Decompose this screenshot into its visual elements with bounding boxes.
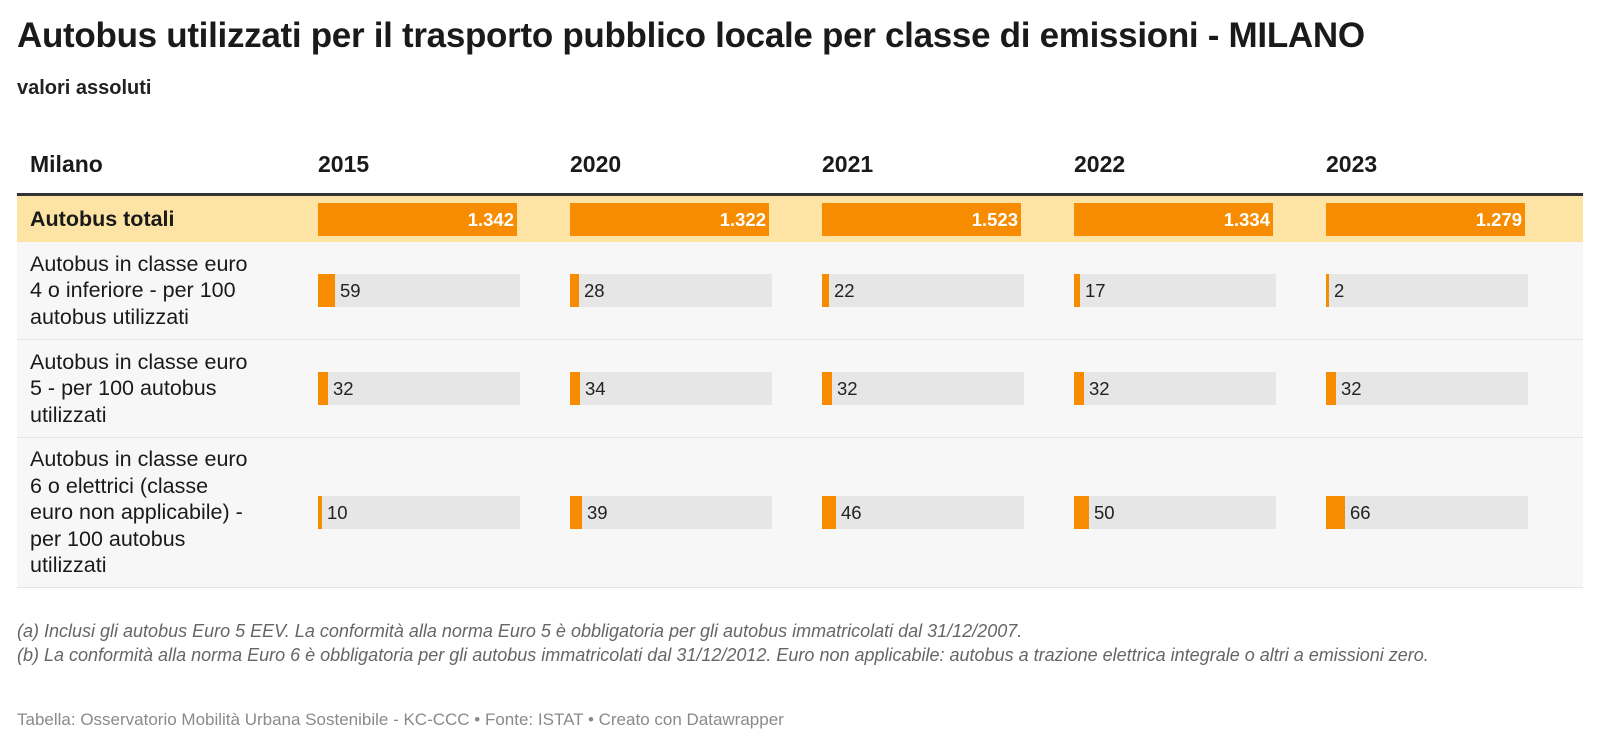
bar-cell-euro4-2015: 59 — [318, 274, 520, 307]
bar-track — [1074, 274, 1276, 307]
bar-cell-euro6-2022: 50 — [1074, 496, 1276, 529]
bar-fill — [318, 203, 517, 236]
bar-cell-euro5-2021: 32 — [822, 372, 1024, 405]
value-label: 39 — [587, 502, 608, 523]
footnote-b: (b) La conformità alla norma Euro 6 è ob… — [17, 645, 1429, 665]
bar-fill — [1326, 372, 1336, 405]
bar-track — [570, 274, 772, 307]
table-body: Autobus totali 1.342 1.322 1.523 1.334 1.279 A… — [17, 196, 1583, 588]
header-label-milano[interactable]: Milano — [30, 151, 103, 177]
row-label: Autobus in classe euro 6 o elettrici (cla… — [30, 447, 248, 578]
header-year-2021[interactable]: 2021 — [822, 151, 874, 177]
bar-cell-euro4-2022: 17 — [1074, 274, 1276, 307]
value-label: 2 — [1334, 280, 1345, 301]
value-label: 1.279 — [1475, 209, 1522, 230]
table-header: Milano 2015 2020 2021 2022 2023 — [17, 143, 1583, 196]
bar-fill — [570, 203, 769, 236]
value-label: 34 — [585, 378, 606, 399]
bar-fill — [570, 496, 582, 529]
value-label: 32 — [333, 378, 354, 399]
bar-cell-totali-2021: 1.523 — [822, 203, 1024, 236]
data-table: Milano 2015 2020 2021 2022 2023 Autobus … — [17, 143, 1583, 588]
bar-track — [822, 496, 1024, 529]
bar-track — [570, 496, 772, 529]
value-label: 50 — [1094, 502, 1115, 523]
chart-title: Autobus utilizzati per il trasporto pubb… — [17, 16, 1365, 55]
bar-track — [1074, 496, 1276, 529]
table-row: Autobus in classe euro 4 o inferiore - pe… — [17, 242, 1583, 340]
bar-cell-euro5-2020: 34 — [570, 372, 772, 405]
bar-cell-euro5-2023: 32 — [1326, 372, 1528, 405]
bar-cell-euro5-2022: 32 — [1074, 372, 1276, 405]
bar-fill — [822, 496, 836, 529]
bar-fill — [318, 372, 328, 405]
bar-track — [318, 496, 520, 529]
value-label: 32 — [1089, 378, 1110, 399]
bar-track — [1074, 372, 1276, 405]
value-label: 1.342 — [467, 209, 514, 230]
bar-fill — [822, 274, 829, 307]
bar-fill — [570, 372, 580, 405]
value-label: 66 — [1350, 502, 1371, 523]
bar-cell-totali-2022: 1.334 — [1074, 203, 1276, 236]
row-label: Autobus in classe euro 5 - per 100 autobu… — [30, 349, 248, 427]
value-label: 1.334 — [1223, 209, 1270, 230]
row-label: Autobus totali — [30, 206, 175, 231]
bar-fill — [1074, 372, 1084, 405]
bar-fill — [318, 496, 322, 529]
bar-track — [1326, 496, 1528, 529]
value-label: 10 — [327, 502, 348, 523]
bar-fill — [318, 274, 335, 307]
bar-cell-euro6-2021: 46 — [822, 496, 1024, 529]
value-label: 46 — [841, 502, 862, 523]
header-year-2023[interactable]: 2023 — [1326, 151, 1378, 177]
bar-track — [1326, 372, 1528, 405]
bar-fill — [1326, 203, 1525, 236]
bar-fill — [822, 203, 1021, 236]
bar-cell-totali-2023: 1.279 — [1326, 203, 1528, 236]
bar-track — [822, 372, 1024, 405]
value-label: 59 — [340, 280, 361, 301]
bar-cell-euro4-2021: 22 — [822, 274, 1024, 307]
bar-cell-totali-2015: 1.342 — [318, 203, 520, 236]
bar-track — [570, 372, 772, 405]
header-year-2020[interactable]: 2020 — [570, 151, 622, 177]
value-label: 28 — [584, 280, 605, 301]
bar-fill — [1074, 203, 1273, 236]
bar-fill — [822, 372, 832, 405]
bar-cell-euro6-2015: 10 — [318, 496, 520, 529]
bar-fill — [1326, 496, 1345, 529]
row-label: Autobus in classe euro 4 o inferiore - pe… — [30, 251, 248, 329]
bar-fill — [1326, 274, 1329, 307]
value-label: 32 — [1341, 378, 1362, 399]
bar-track — [822, 274, 1024, 307]
bar-track — [318, 372, 520, 405]
bar-cell-euro6-2020: 39 — [570, 496, 772, 529]
value-label: 1.322 — [719, 209, 766, 230]
bar-cell-euro5-2015: 32 — [318, 372, 520, 405]
bar-cell-euro4-2020: 28 — [570, 274, 772, 307]
footnote-a: (a) Inclusi gli autobus Euro 5 EEV. La c… — [17, 621, 1023, 641]
header-year-2015[interactable]: 2015 — [318, 151, 370, 177]
bar-cell-euro6-2023: 66 — [1326, 496, 1528, 529]
bar-cell-euro4-2023: 2 — [1326, 274, 1528, 307]
table-row: Autobus in classe euro 6 o elettrici (cla… — [17, 438, 1583, 588]
bar-fill — [570, 274, 579, 307]
bar-fill — [1074, 274, 1080, 307]
value-label: 22 — [834, 280, 855, 301]
footnotes: (a) Inclusi gli autobus Euro 5 EEV. La c… — [17, 619, 1577, 667]
table-row: Autobus totali 1.342 1.322 1.523 1.334 1.279 — [17, 196, 1583, 242]
header-year-2022[interactable]: 2022 — [1074, 151, 1126, 177]
table-row: Autobus in classe euro 5 - per 100 autobu… — [17, 340, 1583, 438]
bar-track — [318, 274, 520, 307]
bar-cell-totali-2020: 1.322 — [570, 203, 772, 236]
bar-fill — [1074, 496, 1089, 529]
value-label: 32 — [837, 378, 858, 399]
bar-track — [1326, 274, 1528, 307]
value-label: 17 — [1085, 280, 1106, 301]
chart-subtitle: valori assoluti — [17, 77, 152, 99]
source-footer: Tabella: Osservatorio Mobilità Urbana So… — [17, 710, 784, 729]
value-label: 1.523 — [971, 209, 1018, 230]
